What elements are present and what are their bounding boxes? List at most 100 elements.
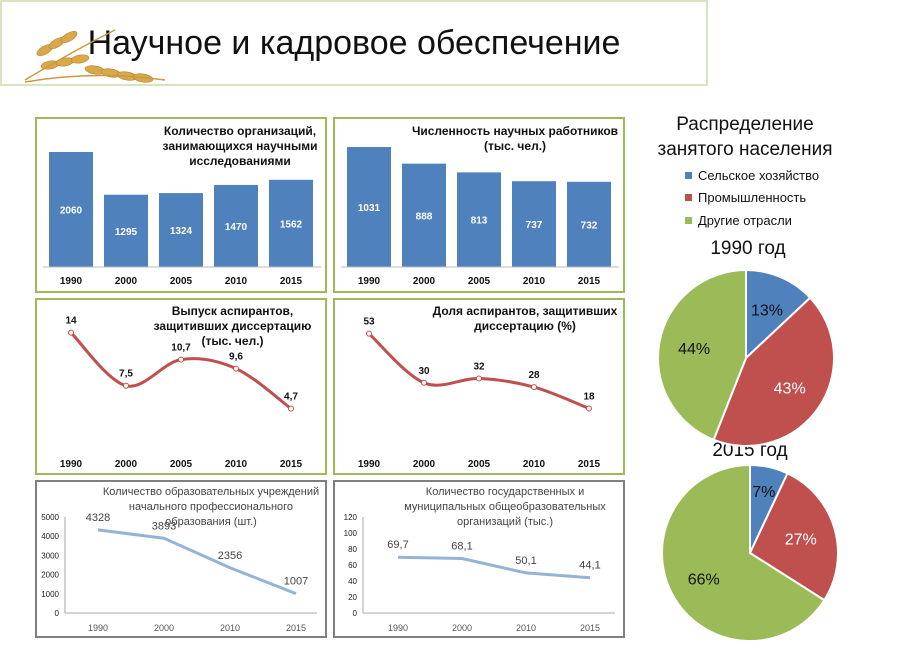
x-tick-label: 2010 (225, 459, 248, 470)
pie-slice (748, 472, 839, 602)
chart-title: Количество государственных и муниципальн… (404, 486, 606, 528)
x-tick-label: 2015 (578, 276, 601, 287)
data-label: 50,1 (515, 555, 536, 567)
pie-slice (712, 296, 835, 447)
bar-value-label: 1470 (225, 222, 248, 233)
x-tick-label: 1990 (358, 459, 381, 470)
data-label: 14 (65, 316, 77, 327)
x-tick-label: 2000 (154, 623, 174, 633)
x-tick-label: 2010 (523, 459, 546, 470)
bar-value-label: 737 (526, 220, 543, 231)
chart-title: Количество образовательных учреждений на… (102, 486, 320, 528)
x-tick-label: 2000 (115, 459, 138, 470)
data-label: 69,7 (387, 539, 408, 551)
x-tick-label: 2005 (468, 459, 491, 470)
x-tick-label: 1990 (60, 459, 83, 470)
pie-slice-label: 66% (688, 571, 720, 588)
data-label: 9,6 (229, 352, 243, 363)
panel-organizations (35, 117, 327, 293)
bar (402, 163, 446, 267)
x-tick-label: 2015 (578, 459, 601, 470)
data-point (123, 382, 129, 389)
legend-label: Промышленность (698, 190, 807, 205)
bar (347, 147, 391, 267)
chart-title: Доля аспирантов, защитивших диссертацию … (432, 304, 618, 333)
y-tick-label: 2000 (41, 571, 59, 580)
data-label: 30 (418, 366, 430, 377)
data-label: 10,7 (171, 343, 191, 354)
data-point (586, 405, 592, 412)
bar (457, 172, 501, 267)
x-tick-label: 2010 (225, 276, 248, 287)
legend-swatch (685, 217, 692, 224)
panel-vocational (35, 480, 327, 638)
x-tick-label: 2015 (286, 623, 306, 633)
x-tick-label: 1990 (388, 623, 408, 633)
y-tick-label: 3000 (41, 551, 59, 560)
pie-1990-title: 1990 год (710, 238, 786, 259)
bar (104, 194, 148, 267)
x-tick-label: 2010 (523, 276, 546, 287)
bar-value-label: 1295 (115, 227, 138, 238)
y-tick-label: 80 (348, 545, 357, 554)
panel-researchers (333, 117, 625, 293)
bar (159, 193, 203, 267)
y-tick-label: 1000 (41, 590, 59, 599)
wheat-decoration-icon (24, 29, 166, 83)
y-tick-label: 5000 (41, 513, 59, 522)
x-tick-label: 2015 (280, 276, 303, 287)
series-line (397, 555, 591, 580)
data-label: 18 (583, 391, 595, 402)
data-label: 2356 (218, 550, 242, 562)
legend-item-agriculture: Сельское хозяйство (685, 168, 819, 183)
bar (49, 152, 93, 267)
x-tick-label: 2005 (170, 459, 193, 470)
bar (567, 181, 611, 267)
pie-slice-label: 27% (785, 531, 817, 548)
data-label: 44,1 (579, 560, 600, 572)
x-tick-label: 1990 (358, 276, 381, 287)
chart-title: Выпуск аспирантов, защитивших диссертаци… (153, 304, 312, 348)
y-tick-label: 0 (55, 609, 60, 618)
legend-item-industry: Промышленность (685, 190, 806, 205)
x-tick-label: 2000 (452, 623, 472, 633)
legend-label: Сельское хозяйство (698, 168, 820, 183)
y-tick-label: 0 (353, 609, 358, 618)
data-label: 1007 (284, 576, 308, 588)
bar (269, 179, 313, 267)
data-point (178, 356, 184, 363)
legend-swatch (685, 172, 692, 179)
slide-title: Научное и кадровое обеспечение (0, 0, 708, 86)
pie-slice-label: 44% (678, 341, 710, 358)
data-label: 3893 (152, 520, 176, 532)
pie-slice (657, 268, 747, 442)
bar-value-label: 1031 (358, 203, 381, 214)
x-tick-label: 2005 (468, 276, 491, 287)
y-tick-label: 100 (344, 529, 358, 538)
data-point (421, 379, 427, 386)
x-tick-label: 1990 (60, 276, 83, 287)
data-point (68, 329, 74, 336)
legend-item-other: Другие отрасли (685, 213, 792, 228)
y-tick-label: 4000 (41, 532, 59, 541)
data-label: 68,1 (451, 541, 472, 553)
bar-value-label: 1562 (280, 219, 303, 230)
x-tick-label: 2000 (413, 459, 436, 470)
x-tick-label: 2015 (280, 459, 303, 470)
pie-slice (745, 268, 812, 361)
x-tick-label: 2010 (220, 623, 240, 633)
y-tick-label: 120 (344, 513, 358, 522)
legend-label: Другие отрасли (698, 213, 792, 228)
y-tick-label: 40 (348, 577, 357, 586)
data-point (476, 375, 482, 382)
data-label: 53 (363, 317, 375, 328)
legend-swatch (685, 194, 692, 201)
data-point (366, 330, 372, 337)
panel-graduates-share (333, 298, 625, 475)
bar-value-label: 1324 (170, 226, 193, 237)
pie-slice (661, 463, 826, 642)
panel-graduates (35, 298, 327, 475)
data-label: 32 (473, 362, 485, 373)
